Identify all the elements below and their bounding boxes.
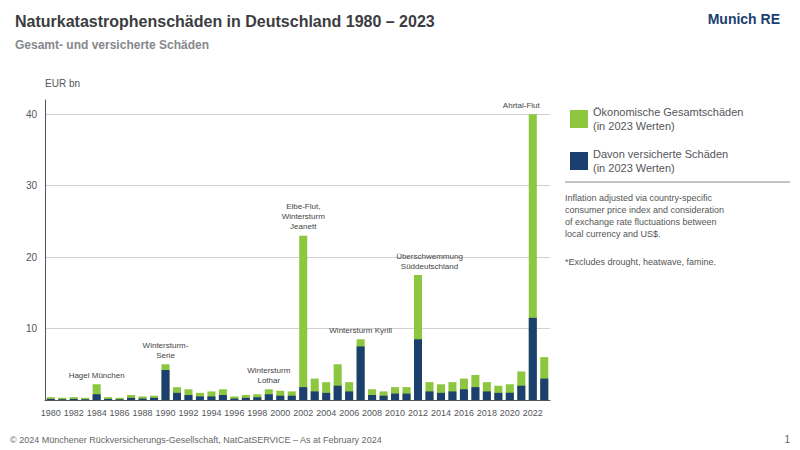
svg-text:Wintersturm: Wintersturm	[247, 366, 290, 375]
svg-text:Wintersturm Kyrill: Wintersturm Kyrill	[329, 326, 392, 335]
svg-text:Hagel München: Hagel München	[69, 371, 125, 380]
svg-text:Überschwemmung: Überschwemmung	[396, 252, 463, 261]
svg-text:10: 10	[26, 323, 38, 334]
svg-text:Inflation adjusted via country: Inflation adjusted via country-specific	[565, 193, 713, 203]
svg-text:20: 20	[26, 252, 38, 263]
svg-text:2014: 2014	[431, 408, 451, 418]
svg-text:Wintersturm: Wintersturm	[282, 212, 325, 221]
svg-text:1: 1	[784, 434, 790, 445]
svg-text:Süddeutschland: Süddeutschland	[401, 262, 458, 271]
svg-text:1998: 1998	[247, 408, 267, 418]
svg-text:40: 40	[26, 109, 38, 120]
svg-text:2000: 2000	[270, 408, 290, 418]
svg-text:1990: 1990	[155, 408, 175, 418]
svg-text:2002: 2002	[293, 408, 313, 418]
svg-text:(in 2023 Werten): (in 2023 Werten)	[593, 120, 675, 132]
svg-text:1986: 1986	[110, 408, 130, 418]
svg-text:2016: 2016	[454, 408, 474, 418]
svg-text:2020: 2020	[500, 408, 520, 418]
svg-text:of exchange rate fluctuations: of exchange rate fluctuations between	[565, 217, 717, 227]
svg-text:1980: 1980	[41, 408, 61, 418]
svg-text:Ahrtal-Flut: Ahrtal-Flut	[503, 101, 541, 110]
svg-text:*Excludes drought, heatwave, f: *Excludes drought, heatwave, famine.	[565, 257, 716, 267]
svg-text:1982: 1982	[64, 408, 84, 418]
svg-text:2018: 2018	[477, 408, 497, 418]
svg-text:Munich RE: Munich RE	[708, 11, 780, 27]
svg-text:1984: 1984	[87, 408, 107, 418]
svg-text:EUR bn: EUR bn	[45, 78, 80, 89]
svg-text:Ökonomische Gesamtschäden: Ökonomische Gesamtschäden	[593, 106, 743, 118]
svg-text:2006: 2006	[339, 408, 359, 418]
svg-text:local currency and US$.: local currency and US$.	[565, 229, 661, 239]
svg-text:consumer price index and consi: consumer price index and consideration	[565, 205, 724, 215]
svg-text:Serie: Serie	[156, 351, 175, 360]
svg-text:1988: 1988	[133, 408, 153, 418]
svg-text:Naturkatastrophenschäden in De: Naturkatastrophenschäden in Deutschland …	[15, 13, 435, 30]
svg-text:1992: 1992	[178, 408, 198, 418]
svg-text:© 2024 Münchener Rückversicher: © 2024 Münchener Rückversicherungs-Gesel…	[10, 435, 382, 445]
svg-text:(in 2023 Werten): (in 2023 Werten)	[593, 162, 675, 174]
svg-text:Elbe-Flut,: Elbe-Flut,	[286, 202, 320, 211]
svg-text:Wintersturm-: Wintersturm-	[143, 341, 189, 350]
svg-text:2004: 2004	[316, 408, 336, 418]
svg-text:2010: 2010	[385, 408, 405, 418]
svg-text:30: 30	[26, 180, 38, 191]
svg-text:1996: 1996	[224, 408, 244, 418]
svg-text:Jeanett: Jeanett	[290, 222, 317, 231]
svg-text:2008: 2008	[362, 408, 382, 418]
svg-text:Davon versicherte Schäden: Davon versicherte Schäden	[593, 148, 728, 160]
svg-text:1994: 1994	[201, 408, 221, 418]
svg-text:2022: 2022	[523, 408, 543, 418]
svg-text:Lothar: Lothar	[257, 376, 280, 385]
svg-text:Gesamt- und versicherte Schäde: Gesamt- und versicherte Schäden	[15, 38, 209, 52]
svg-text:2012: 2012	[408, 408, 428, 418]
